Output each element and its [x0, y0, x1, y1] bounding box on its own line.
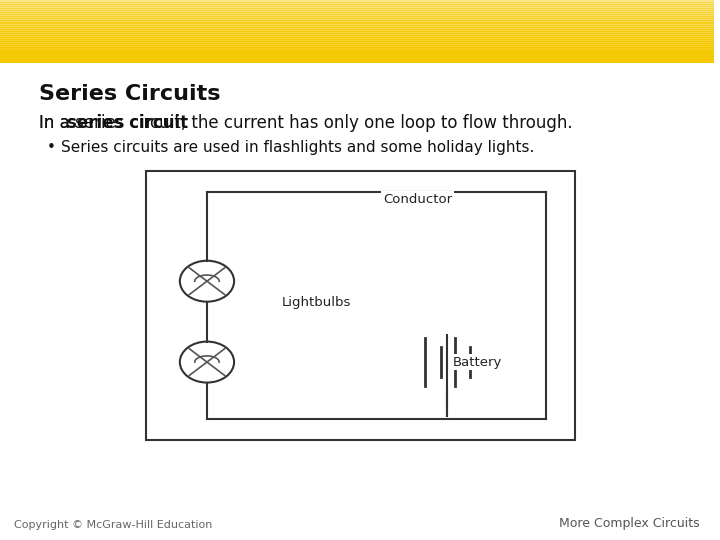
Bar [0, 45, 714, 49]
Bar [0, 16, 714, 19]
Bar [0, 26, 714, 30]
Circle shape [180, 342, 234, 382]
Circle shape [180, 261, 234, 302]
Bar [0, 8, 714, 11]
Text: Copyright © McGraw-Hill Education: Copyright © McGraw-Hill Education [14, 521, 212, 530]
Text: Battery: Battery [453, 355, 503, 369]
Bar [0, 58, 714, 61]
Bar [0, 53, 714, 57]
Bar [0, 37, 714, 40]
Bar [0, 0, 714, 3]
Bar [0, 24, 714, 28]
Bar [0, 60, 714, 63]
Bar [0, 41, 714, 44]
Text: •: • [46, 140, 55, 155]
Text: Series circuits are used in flashlights and some holiday lights.: Series circuits are used in flashlights … [60, 140, 534, 155]
Text: Lightbulbs: Lightbulbs [282, 296, 351, 309]
Bar [0, 35, 714, 38]
Bar [0, 10, 714, 14]
Bar [0, 31, 714, 34]
Text: In a: In a [40, 114, 76, 132]
Bar [0, 12, 714, 15]
Bar [0, 6, 714, 9]
Bar [0, 48, 714, 50]
Bar [0, 56, 714, 59]
Text: Conductor: Conductor [383, 193, 452, 206]
Bar [0, 2, 714, 5]
Bar [0, 43, 714, 46]
Text: More Complex Circuits: More Complex Circuits [559, 517, 699, 530]
Bar [0, 21, 714, 24]
Text: Series Circuits: Series Circuits [40, 84, 221, 104]
Text: series circuit: series circuit [68, 114, 189, 132]
Text: In a series circuit, the current has only one loop to flow through.: In a series circuit, the current has onl… [40, 114, 573, 132]
Bar [0, 29, 714, 32]
Bar [0, 23, 714, 25]
Bar [146, 171, 575, 440]
Bar [0, 4, 714, 7]
Bar [0, 39, 714, 42]
Bar [0, 49, 714, 52]
Bar [0, 14, 714, 17]
Bar [0, 18, 714, 22]
Bar [0, 51, 714, 55]
Bar [0, 33, 714, 36]
